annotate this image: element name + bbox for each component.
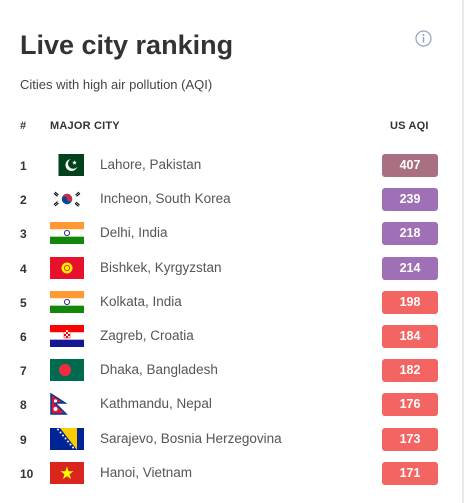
rank-number: 3: [20, 227, 27, 242]
ranking-row[interactable]: 5 Kolkata, India 198: [0, 285, 464, 319]
rank-column-header: #: [20, 120, 27, 132]
ranking-row[interactable]: 9 Sarajevo, Bosnia Herzegovina 173: [0, 422, 464, 456]
pakistan-flag-icon: [50, 154, 84, 176]
city-name: Incheon, South Korea: [100, 191, 231, 207]
ranking-row[interactable]: 3 Delhi, India 218: [0, 216, 464, 250]
bosnia-herzegovina-flag-icon: [50, 427, 84, 450]
aqi-badge: 176: [382, 393, 438, 417]
rank-number: 6: [20, 329, 27, 344]
aqi-badge: 198: [382, 290, 438, 314]
rank-number: 9: [20, 432, 27, 447]
city-name: Bishkek, Kyrgyzstan: [100, 259, 222, 275]
south-korea-flag-icon: [50, 188, 84, 211]
nepal-flag-icon: [50, 393, 84, 416]
rank-number: 2: [20, 193, 27, 208]
info-circle-icon[interactable]: [415, 30, 432, 47]
city-column-header: MAJOR CITY: [50, 120, 120, 132]
aqi-badge: 407: [382, 154, 438, 177]
city-name: Lahore, Pakistan: [100, 157, 202, 172]
rank-number: 5: [20, 295, 27, 310]
ranking-row[interactable]: 8 Kathmandu, Nepal 176: [0, 387, 464, 421]
ranking-list: 1 Lahore, Pakistan 407 2 Incheon, South …: [0, 148, 464, 490]
city-name: Kolkata, India: [100, 293, 182, 309]
page-title: Live city ranking: [20, 30, 234, 60]
rank-number: 10: [20, 466, 34, 481]
vietnam-flag-icon: [50, 461, 84, 484]
panel-border: [462, 0, 464, 503]
rank-number: 1: [20, 159, 27, 173]
ranking-row[interactable]: 7 Dhaka, Bangladesh 182: [0, 353, 464, 387]
city-name: Hanoi, Vietnam: [100, 464, 193, 480]
city-name: Sarajevo, Bosnia Herzegovina: [100, 430, 282, 446]
aqi-badge: 184: [382, 324, 438, 348]
city-name: Kathmandu, Nepal: [100, 396, 212, 412]
city-name: Delhi, India: [100, 225, 168, 241]
aqi-badge: 214: [382, 256, 438, 280]
aqi-badge: 218: [382, 222, 438, 246]
aqi-badge: 182: [382, 359, 438, 383]
rank-number: 8: [20, 398, 27, 413]
bangladesh-flag-icon: [50, 359, 84, 382]
croatia-flag-icon: [50, 324, 84, 347]
ranking-row[interactable]: 2 Incheon, South Korea 239: [0, 182, 464, 216]
aqi-badge: 171: [382, 461, 438, 485]
rank-number: 7: [20, 364, 27, 379]
ranking-row[interactable]: 10 Hanoi, Vietnam 171: [0, 456, 464, 490]
aqi-column-header: US AQI: [390, 120, 429, 132]
aqi-badge: 239: [382, 188, 438, 212]
ranking-row[interactable]: 1 Lahore, Pakistan 407: [0, 148, 464, 182]
india-flag-icon: [50, 290, 84, 313]
city-name: Zagreb, Croatia: [100, 327, 194, 343]
city-name: Dhaka, Bangladesh: [100, 362, 218, 378]
india-flag-icon: [50, 222, 84, 245]
ranking-row[interactable]: 6 Zagreb, Croatia 184: [0, 319, 464, 353]
aqi-badge: 173: [382, 427, 438, 451]
ranking-row[interactable]: 4 Bishkek, Kyrgyzstan 214: [0, 251, 464, 285]
kyrgyzstan-flag-icon: [50, 256, 84, 279]
rank-number: 4: [20, 261, 27, 276]
page-subtitle: Cities with high air pollution (AQI): [20, 77, 213, 92]
